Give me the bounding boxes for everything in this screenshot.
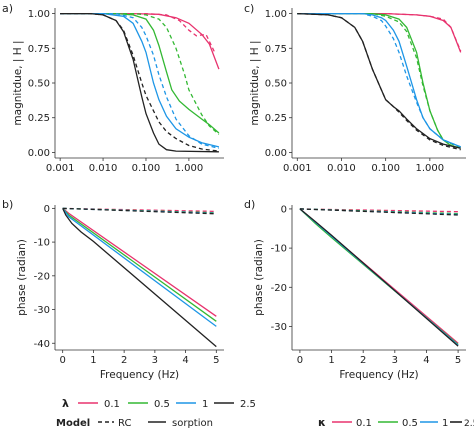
panel-d: d) 0 1 2 3 4 5 0 -10 -20 -30 Frequency (Hz) phase (r… <box>244 198 466 381</box>
x-tick-label: 0 <box>297 355 303 366</box>
y-axis-title: magnitdue, | H | <box>249 40 261 125</box>
y-tick-label: 0.00 <box>28 148 50 159</box>
legend-kappa: κ 0.1 0.5 1 2.5 <box>318 416 474 429</box>
y-tick-label: -10 <box>34 238 50 249</box>
legend-lambda-symbol: λ <box>62 397 69 410</box>
legend-kappa-label-0.1: 0.1 <box>356 418 372 429</box>
x-tick-label: 4 <box>423 355 429 366</box>
series-line-rc-2.5 <box>297 12 461 151</box>
x-tick-label: 1 <box>90 355 96 366</box>
series-line-rc-0.5 <box>297 12 461 149</box>
series-line-rc-2.5 <box>299 208 459 216</box>
series-line-sorption-2.5 <box>62 208 217 348</box>
series-line-rc-0.5 <box>60 12 220 135</box>
series-line-sorption-0.1 <box>60 12 220 70</box>
series-line-sorption-0.5 <box>60 12 220 134</box>
y-axis-title: phase (radian) <box>16 239 28 316</box>
legend-kappa-label-0.5: 0.5 <box>402 418 418 429</box>
x-tick-label: 0 <box>59 355 65 366</box>
y-tick-label: 0 <box>281 204 287 215</box>
series-line-rc-1 <box>297 12 461 148</box>
x-tick-label: 2 <box>121 355 127 366</box>
series-line-rc-0.1 <box>62 207 217 213</box>
x-axis-title: Frequency (Hz) <box>100 369 179 381</box>
legend-kappa-label-1: 1 <box>442 418 448 429</box>
y-tick-label: 1.00 <box>28 9 50 20</box>
x-tick-label: 3 <box>152 355 158 366</box>
legend-model: Model RC sorption <box>56 418 213 429</box>
chart-panels: a)0.001 0.010 0.100 1.0000.000.250.500.751.… <box>2 2 466 381</box>
series-line-rc-2.5 <box>62 207 217 215</box>
y-axis-title: phase (radian) <box>253 239 265 316</box>
y-tick-label: -20 <box>271 283 287 294</box>
legend-model-label-rc: RC <box>118 418 131 429</box>
legend-lambda-label-0.1: 0.1 <box>104 399 120 410</box>
x-tick-label: 5 <box>213 355 219 366</box>
series-line-sorption-1 <box>60 12 220 148</box>
y-tick-label: 0.25 <box>28 113 50 124</box>
x-tick-label: 0.010 <box>327 163 356 174</box>
legend-lambda: λ 0.1 0.5 1 2.5 <box>62 397 256 410</box>
y-tick-label: -10 <box>271 244 287 255</box>
y-tick-label: 0.00 <box>265 148 287 159</box>
panel-b: b) 0 1 2 3 4 5 0 -10 -20 -30 -40 Frequency (Hz) phase… <box>2 198 224 381</box>
y-tick-label: -40 <box>34 339 50 350</box>
x-tick-label: 4 <box>182 355 188 366</box>
y-tick-label: -30 <box>34 305 50 316</box>
y-tick-label: 0.75 <box>28 44 50 55</box>
legend-lambda-label-1: 1 <box>202 399 208 410</box>
legend-kappa-label-2.5: 2.5 <box>464 419 474 429</box>
y-axis-title: magnitdue, | H | <box>12 40 24 125</box>
y-tick-label: 0.25 <box>265 113 287 124</box>
x-tick-label: 1.000 <box>416 163 445 174</box>
y-tick-label: 1.00 <box>265 9 287 20</box>
panel-a: a) 0.001 0.010 0.100 1.000 0.00 0.25 0.50 0.75 1.… <box>2 2 224 174</box>
x-tick-label: 5 <box>455 355 461 366</box>
series-line-sorption-0.5 <box>297 12 461 149</box>
x-tick-label: 1 <box>328 355 334 366</box>
series-line-sorption-1 <box>62 208 217 327</box>
y-tick-label: 0 <box>44 204 50 215</box>
legend-model-label-sorption: sorption <box>172 418 213 429</box>
y-tick-label: -30 <box>271 322 287 333</box>
panel-label: c) <box>244 2 254 15</box>
y-tick-label: -20 <box>34 271 50 282</box>
series-line-sorption-0.1 <box>62 207 217 317</box>
x-tick-label: 1.000 <box>175 163 204 174</box>
x-tick-label: 3 <box>392 355 398 366</box>
series-line-rc-0.1 <box>299 208 459 213</box>
x-tick-label: 0.100 <box>132 163 161 174</box>
series-line-rc-0.1 <box>60 12 216 53</box>
x-axis-title: Frequency (Hz) <box>339 369 418 381</box>
panel-label: a) <box>2 2 13 15</box>
x-tick-label: 0.010 <box>89 163 118 174</box>
y-tick-label: 0.50 <box>28 79 50 90</box>
y-tick-label: 0.50 <box>265 79 287 90</box>
series-line-sorption-0.1 <box>297 12 462 53</box>
panel-label: b) <box>2 198 13 211</box>
legend-lambda-label-2.5: 2.5 <box>240 399 256 410</box>
x-tick-label: 0.001 <box>46 163 75 174</box>
x-tick-label: 0.001 <box>283 163 312 174</box>
x-tick-label: 0.100 <box>371 163 400 174</box>
x-tick-label: 2 <box>360 355 366 366</box>
panel-label: d) <box>244 198 255 211</box>
legend-lambda-label-0.5: 0.5 <box>154 399 170 410</box>
panel-c: c) 0.001 0.010 0.100 1.000 0.00 0.25 0.50 0.75 1.… <box>244 2 466 174</box>
legend-kappa-symbol: κ <box>318 416 326 429</box>
series-line-rc-1 <box>60 12 220 149</box>
series-line-sorption-2.5 <box>299 208 459 347</box>
series-line-rc-0.1 <box>297 12 462 52</box>
y-tick-label: 0.75 <box>265 44 287 55</box>
legend-model-title: Model <box>56 418 90 429</box>
